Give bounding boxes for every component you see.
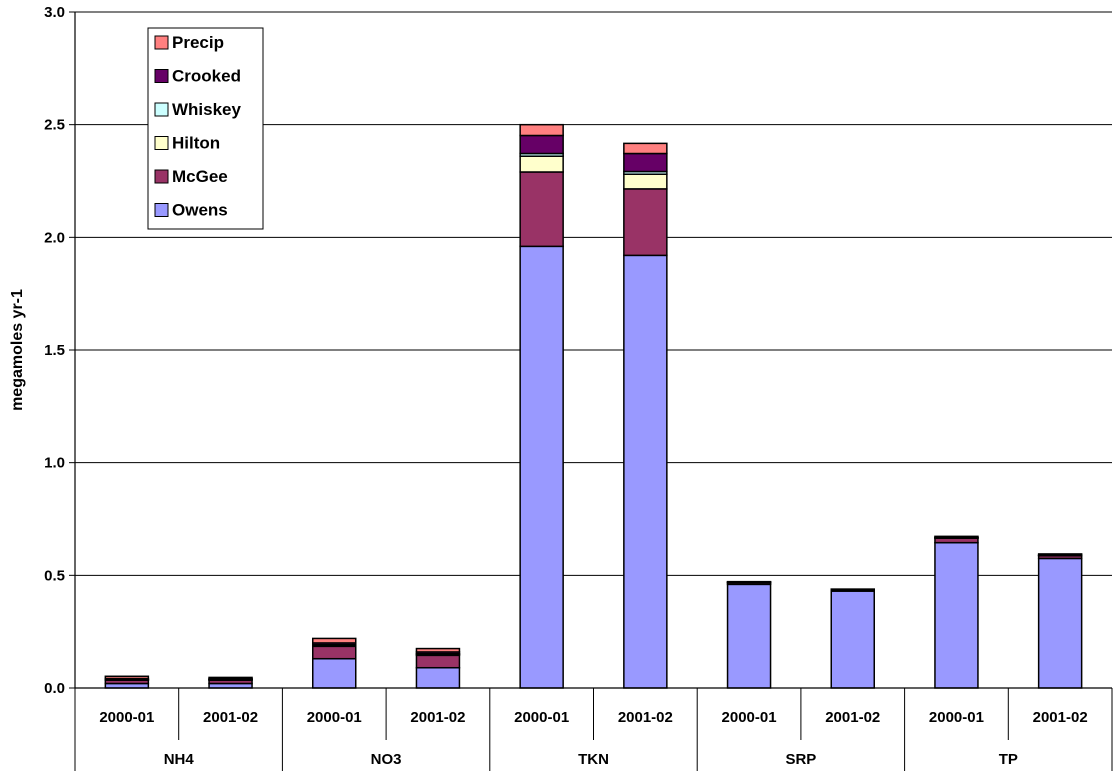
x-category-label: 2001-02	[825, 709, 880, 726]
bar-segment-precip	[519, 123, 564, 137]
bar-segment-owens	[830, 590, 875, 689]
x-group-labels: NH4 NO3 TKN SRP TP	[164, 751, 1018, 768]
legend-label: Owens	[172, 201, 228, 220]
bar-segment-precip	[312, 637, 357, 644]
y-tick-label: 3.0	[44, 4, 65, 21]
bar-segment-owens	[623, 254, 668, 689]
x-category-label: 2000-01	[722, 709, 777, 726]
x-group-label: SRP	[785, 751, 816, 768]
bar-segment-crooked	[830, 588, 875, 591]
x-group-label: NO3	[371, 751, 402, 768]
bar-segment-owens	[519, 245, 564, 689]
legend-label: McGee	[172, 167, 228, 186]
x-group-label: NH4	[164, 751, 195, 768]
y-tick-labels: 0.0 0.5 1.0 1.5 2.0 2.5 3.0	[44, 4, 65, 697]
bar-segment-owens	[312, 657, 357, 689]
bar-segment-precip	[208, 676, 253, 680]
y-tick-label: 1.5	[44, 342, 65, 359]
x-group-label: TKN	[578, 751, 609, 768]
x-category-label: 2001-02	[410, 709, 465, 726]
legend-label: Hilton	[172, 134, 220, 153]
bar-segment-mcgee	[312, 645, 357, 660]
legend-swatch-precip	[154, 35, 169, 50]
legend-swatch-whiskey	[154, 102, 169, 117]
x-category-label: 2000-01	[307, 709, 362, 726]
bar-segment-precip	[623, 142, 668, 155]
legend-label: Crooked	[172, 67, 241, 86]
x-category-label: 2000-01	[514, 709, 569, 726]
x-category-label: 2001-02	[618, 709, 673, 726]
bar-segment-crooked	[519, 134, 564, 155]
bar-segment-hilton	[519, 155, 564, 173]
bar-segment-crooked	[934, 535, 979, 539]
bar-segment-crooked	[623, 152, 668, 173]
bar-segment-mcgee	[519, 171, 564, 248]
bar-segment-crooked	[726, 580, 772, 583]
bars	[104, 123, 1083, 689]
x-category-label: 2001-02	[1033, 709, 1088, 726]
x-category-label: 2000-01	[99, 709, 154, 726]
bar-segment-mcgee	[415, 654, 461, 669]
legend-label: Precip	[172, 33, 224, 52]
y-tick-label: 0.0	[44, 680, 65, 697]
y-axis-label: megamoles yr-1	[9, 289, 26, 411]
legend-label: Whiskey	[172, 100, 242, 119]
bar-segment-owens	[1037, 557, 1083, 689]
legend-swatch-mcgee	[154, 169, 169, 184]
legend-swatch-owens	[154, 203, 169, 217]
x-category-labels: 2000-01 2001-02 2000-01 2001-02 2000-01 2001-…	[99, 709, 1087, 726]
bar-segment-crooked	[1037, 553, 1083, 556]
axes	[69, 11, 1113, 771]
legend-box	[147, 27, 264, 230]
y-tick-label: 1.0	[44, 455, 65, 472]
x-category-label: 2001-02	[203, 709, 258, 726]
y-tick-label: 0.5	[44, 567, 65, 584]
bar-segment-mcgee	[623, 188, 668, 257]
x-category-label: 2000-01	[929, 709, 984, 726]
bar-segment-precip	[415, 647, 461, 653]
y-tick-label: 2.0	[44, 229, 65, 246]
legend-swatch-hilton	[154, 136, 169, 150]
y-tick-label: 2.5	[44, 117, 65, 134]
legend: Precip Crooked Whiskey Hilton McGee Owens	[147, 27, 264, 230]
bar-segment-owens	[934, 541, 979, 689]
bar-segment-hilton	[623, 173, 668, 190]
legend-swatch-crooked	[154, 69, 169, 83]
x-group-label: TP	[999, 751, 1018, 768]
bar-segment-owens	[726, 583, 772, 689]
bar-segment-owens	[415, 666, 461, 689]
bar-segment-precip	[104, 675, 150, 680]
